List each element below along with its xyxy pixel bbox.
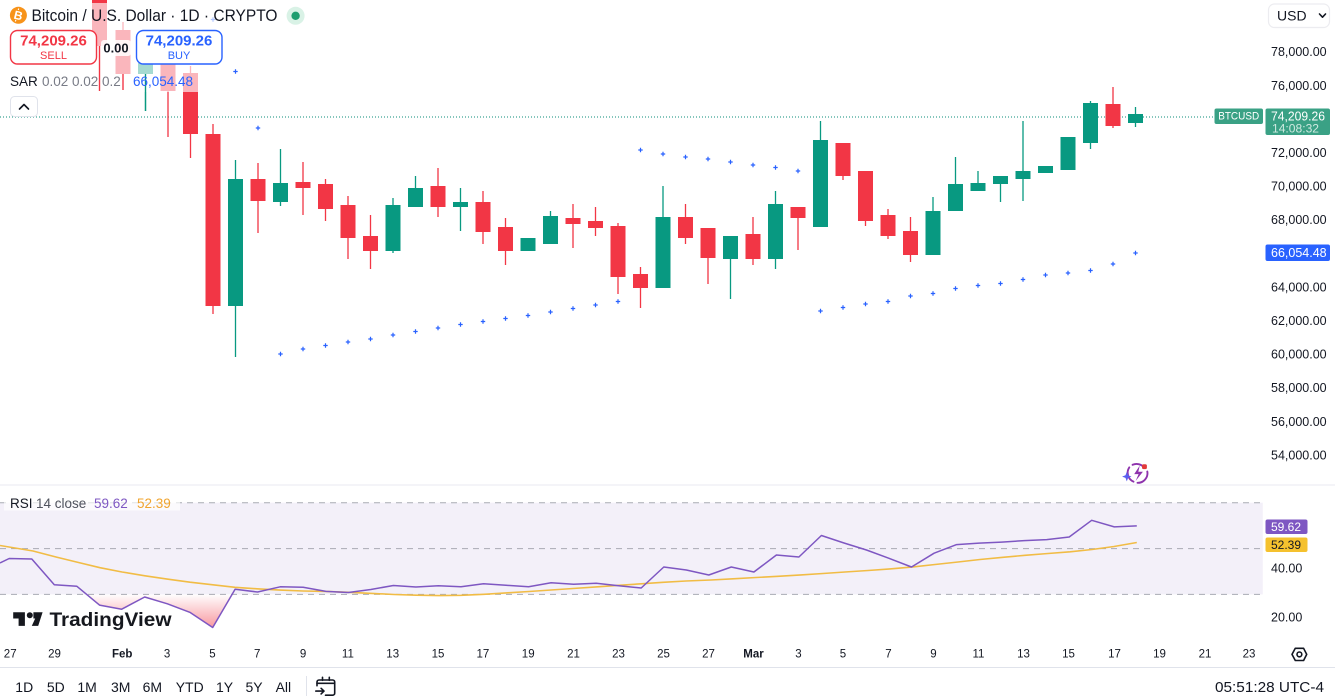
svg-text:66,054.48: 66,054.48 bbox=[1271, 246, 1327, 260]
svg-text:15: 15 bbox=[432, 649, 445, 661]
svg-text:21: 21 bbox=[567, 649, 580, 661]
svg-text:27: 27 bbox=[4, 649, 17, 661]
svg-text:40.00: 40.00 bbox=[1271, 562, 1302, 576]
svg-text:B: B bbox=[12, 8, 24, 24]
svg-text:0.00: 0.00 bbox=[103, 41, 128, 56]
svg-text:17: 17 bbox=[1108, 649, 1121, 661]
svg-text:All: All bbox=[276, 679, 292, 695]
svg-text:0.02 0.02 0.2: 0.02 0.02 0.2 bbox=[42, 74, 121, 89]
svg-text:64,000.00: 64,000.00 bbox=[1271, 280, 1327, 294]
svg-text:52.39: 52.39 bbox=[137, 496, 171, 511]
svg-text:5Y: 5Y bbox=[246, 679, 264, 695]
svg-text:13: 13 bbox=[386, 649, 399, 661]
svg-text:BUY: BUY bbox=[168, 50, 191, 62]
svg-text:15: 15 bbox=[1062, 649, 1075, 661]
svg-text:5: 5 bbox=[209, 649, 215, 661]
svg-text:58,000.00: 58,000.00 bbox=[1271, 381, 1327, 395]
svg-text:3: 3 bbox=[795, 649, 801, 661]
svg-text:23: 23 bbox=[612, 649, 625, 661]
svg-text:7: 7 bbox=[254, 649, 260, 661]
svg-text:21: 21 bbox=[1199, 649, 1212, 661]
svg-text:14:08:32: 14:08:32 bbox=[1272, 122, 1319, 136]
svg-text:14 close: 14 close bbox=[36, 496, 86, 511]
svg-text:23: 23 bbox=[1243, 649, 1256, 661]
svg-text:SAR: SAR bbox=[10, 74, 38, 89]
svg-text:1M: 1M bbox=[77, 679, 96, 695]
svg-text:62,000.00: 62,000.00 bbox=[1271, 314, 1327, 328]
svg-text:3M: 3M bbox=[111, 679, 130, 695]
svg-text:68,000.00: 68,000.00 bbox=[1271, 213, 1327, 227]
svg-text:70,000.00: 70,000.00 bbox=[1271, 180, 1327, 194]
svg-text:9: 9 bbox=[300, 649, 306, 661]
svg-text:RSI: RSI bbox=[10, 496, 33, 511]
svg-text:76,000.00: 76,000.00 bbox=[1271, 79, 1327, 93]
svg-text:5D: 5D bbox=[47, 679, 65, 695]
svg-text:13: 13 bbox=[1017, 649, 1030, 661]
svg-text:78,000.00: 78,000.00 bbox=[1271, 45, 1327, 59]
svg-text:74,209.26: 74,209.26 bbox=[1271, 110, 1325, 124]
svg-text:Feb: Feb bbox=[112, 649, 132, 661]
svg-text:1Y: 1Y bbox=[216, 679, 234, 695]
svg-text:1D: 1D bbox=[15, 679, 33, 695]
svg-text:74,209.26: 74,209.26 bbox=[146, 33, 213, 50]
svg-text:25: 25 bbox=[657, 649, 670, 661]
svg-text:USD: USD bbox=[1277, 8, 1307, 24]
svg-text:6M: 6M bbox=[143, 679, 162, 695]
svg-text:19: 19 bbox=[1153, 649, 1166, 661]
svg-text:Mar: Mar bbox=[743, 649, 764, 661]
svg-text:29: 29 bbox=[48, 649, 61, 661]
svg-text:17: 17 bbox=[477, 649, 490, 661]
svg-text:72,000.00: 72,000.00 bbox=[1271, 146, 1327, 160]
svg-text:56,000.00: 56,000.00 bbox=[1271, 415, 1327, 429]
svg-text:3: 3 bbox=[164, 649, 170, 661]
svg-text:66,054.48: 66,054.48 bbox=[133, 74, 193, 89]
svg-text:11: 11 bbox=[973, 649, 985, 661]
svg-text:7: 7 bbox=[885, 649, 891, 661]
svg-text:YTD: YTD bbox=[176, 679, 204, 695]
svg-text:SELL: SELL bbox=[40, 50, 67, 62]
svg-text:52.39: 52.39 bbox=[1271, 538, 1301, 552]
svg-text:20.00: 20.00 bbox=[1271, 611, 1302, 625]
svg-text:05:51:28 UTC-4: 05:51:28 UTC-4 bbox=[1215, 679, 1324, 696]
svg-text:27: 27 bbox=[702, 649, 715, 661]
svg-text:54,000.00: 54,000.00 bbox=[1271, 448, 1327, 462]
svg-text:59.62: 59.62 bbox=[94, 496, 128, 511]
svg-text:74,209.26: 74,209.26 bbox=[20, 33, 87, 50]
svg-text:TradingView: TradingView bbox=[50, 609, 173, 631]
svg-text:59.62: 59.62 bbox=[1271, 520, 1301, 534]
svg-text:19: 19 bbox=[522, 649, 535, 661]
svg-text:Bitcoin / U.S. Dollar · 1D · C: Bitcoin / U.S. Dollar · 1D · CRYPTO bbox=[32, 6, 278, 25]
svg-text:5: 5 bbox=[840, 649, 846, 661]
svg-text:60,000.00: 60,000.00 bbox=[1271, 348, 1327, 362]
svg-text:11: 11 bbox=[342, 649, 354, 661]
svg-text:BTCUSD: BTCUSD bbox=[1218, 111, 1259, 123]
svg-text:9: 9 bbox=[930, 649, 936, 661]
